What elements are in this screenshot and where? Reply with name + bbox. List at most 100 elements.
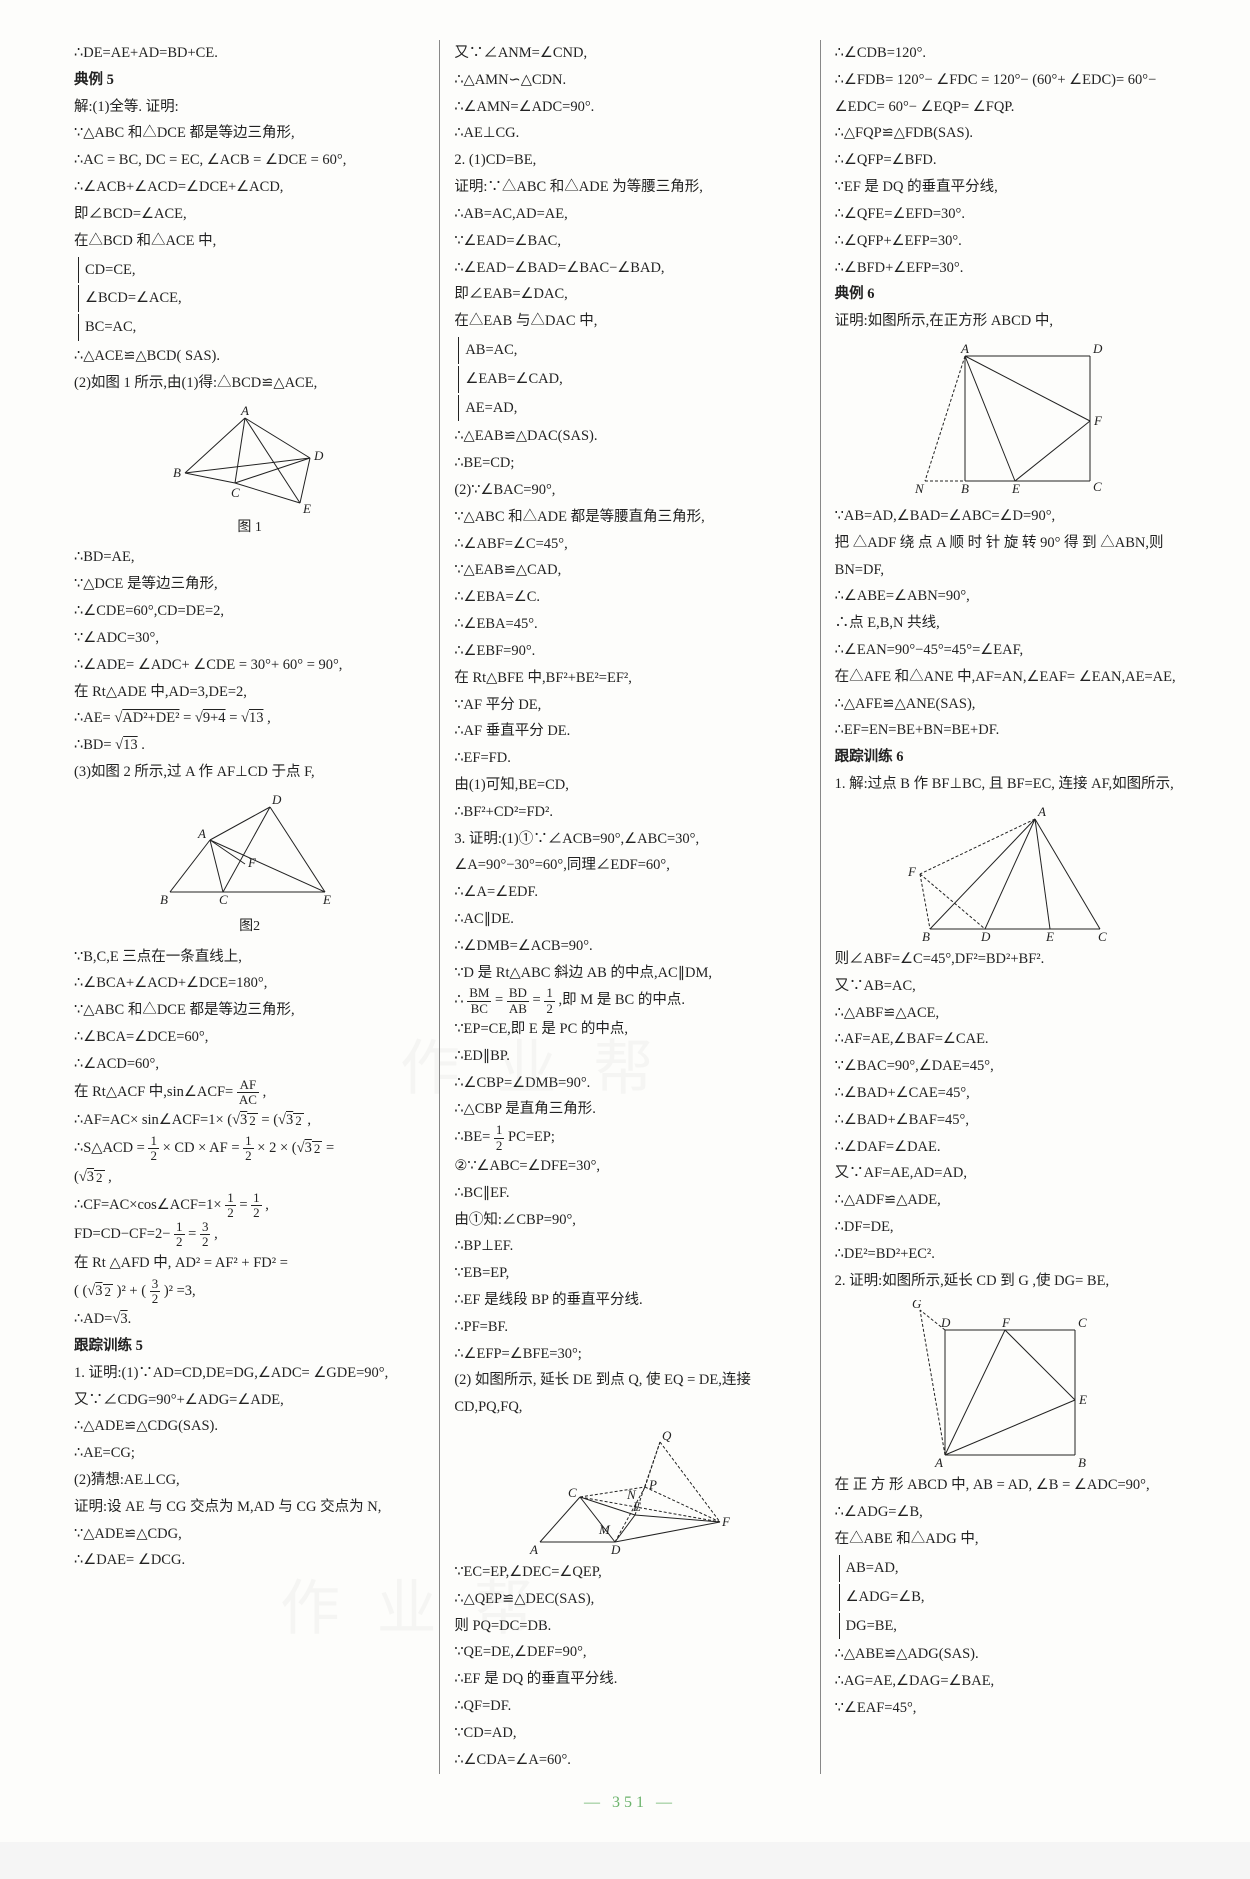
page-number: — 351 —	[60, 1794, 1200, 1812]
text-line: ∴∠ABF=∠C=45°,	[454, 531, 805, 558]
text-line: ∴EF 是线段 BP 的垂直平分线.	[454, 1287, 805, 1314]
text-line: ∴∠QFP+∠EFP=30°.	[835, 228, 1186, 255]
text-line: ∴QF=DF.	[454, 1693, 805, 1720]
text-line: ∴∠EBA=∠C.	[454, 584, 805, 611]
text-line: ∴∠CDE=60°,CD=DE=2,	[74, 598, 425, 625]
text-line: 即∠BCD=∠ACE,	[74, 201, 425, 228]
text-line: (2) 如图所示, 延长 DE 到点 Q, 使 EQ = DE,连接 CD,PQ…	[454, 1367, 805, 1421]
svg-text:C: C	[1098, 929, 1107, 944]
text-line: 把 △ADF 绕 点 A 顺 时 针 旋 转 90° 得 到 △ABN,则 BN…	[835, 530, 1186, 584]
text-line: ∴∠DAF=∠DAE.	[835, 1134, 1186, 1161]
text-line: ∴∠DMB=∠ACB=90°.	[454, 933, 805, 960]
text-line: ∴∠ACB+∠ACD=∠DCE+∠ACD,	[74, 174, 425, 201]
text-line: 则∠ABF=∠C=45°,DF²=BD²+BF².	[835, 946, 1186, 973]
equation-line: AB=AD,	[839, 1555, 1186, 1582]
svg-text:F: F	[1093, 413, 1103, 428]
text-line: ∴∠CDB=120°.	[835, 40, 1186, 67]
text-line: ∵AF 平分 DE,	[454, 692, 805, 719]
text-line: ∠A=90°−30°=60°,同理∠EDF=60°,	[454, 852, 805, 879]
svg-text:A: A	[197, 826, 206, 841]
text-line: 在 Rt △AFD 中, AD² = AF² + FD² =	[74, 1250, 425, 1277]
text-line: 证明:∵△ABC 和△ADE 为等腰三角形,	[454, 174, 805, 201]
svg-text:D: D	[940, 1315, 951, 1330]
text-line: ∵B,C,E 三点在一条直线上,	[74, 944, 425, 971]
svg-text:E: E	[302, 501, 311, 513]
text-line: ∴∠QFE=∠EFD=30°.	[835, 201, 1186, 228]
text-line: ∴ED∥BP.	[454, 1043, 805, 1070]
text-line: (2)如图 1 所示,由(1)得:△BCD≌△ACE,	[74, 370, 425, 397]
text-line: ∴∠QFP=∠BFD.	[835, 147, 1186, 174]
text-line: (2)∵∠BAC=90°,	[454, 477, 805, 504]
text-line: 证明:设 AE 与 CG 交点为 M,AD 与 CG 交点为 N,	[74, 1494, 425, 1521]
text-line: ∴∠AMN=∠ADC=90°.	[454, 94, 805, 121]
equation-line: CD=CE,	[78, 257, 425, 284]
text-line: 即∠EAB=∠DAC,	[454, 281, 805, 308]
text-line: ∴BE= 12 PC=EP;	[454, 1123, 805, 1153]
figure-5: BDECAF	[835, 804, 1186, 944]
text-line: ∴AC = BC, DC = EC, ∠ACB = ∠DCE = 60°,	[74, 147, 425, 174]
svg-text:B: B	[1078, 1455, 1086, 1470]
text-line: ∴AB=AC,AD=AE,	[454, 201, 805, 228]
figure-2-caption: 图2	[74, 914, 425, 940]
text-line: ∴PF=BF.	[454, 1314, 805, 1341]
text-line: ∴BP⊥EF.	[454, 1233, 805, 1260]
text-line: ∴∠DAE= ∠DCG.	[74, 1547, 425, 1574]
text-line: ∵EP=CE,即 E 是 PC 的中点,	[454, 1016, 805, 1043]
svg-text:E: E	[1011, 481, 1020, 496]
text-line: ∴∠ACD=60°,	[74, 1051, 425, 1078]
section-title: 典例 6	[835, 281, 1186, 308]
svg-text:F: F	[907, 864, 917, 879]
svg-text:A: A	[934, 1455, 943, 1470]
text-line: (√32 ,	[74, 1164, 425, 1191]
svg-text:A: A	[960, 341, 969, 356]
svg-text:F: F	[247, 855, 257, 870]
svg-text:D: D	[271, 792, 282, 807]
text-line: ∴△AFE≌△ANE(SAS),	[835, 691, 1186, 718]
text-line: (2)猜想:AE⊥CG,	[74, 1467, 425, 1494]
text-line: ∴CF=AC×cos∠ACF=1× 12 = 12 ,	[74, 1191, 425, 1221]
text-line: ∵QE=DE,∠DEF=90°,	[454, 1639, 805, 1666]
text-line: ∵△EAB≌△CAD,	[454, 557, 805, 584]
equation-line: BC=AC,	[78, 314, 425, 341]
text-line: ∴BD= √13 .	[74, 732, 425, 759]
text-line: ∴∠BCA+∠ACD+∠DCE=180°,	[74, 970, 425, 997]
text-line: 又∵AF=AE,AD=AD,	[835, 1160, 1186, 1187]
text-line: ∴∠CBP=∠DMB=90°.	[454, 1070, 805, 1097]
svg-text:E: E	[1078, 1392, 1087, 1407]
svg-text:E: E	[1045, 929, 1054, 944]
text-line: ∴△CBP 是直角三角形.	[454, 1096, 805, 1123]
text-line: 在△EAB 与△DAC 中,	[454, 308, 805, 335]
text-line: ∴△ADF≌△ADE,	[835, 1187, 1186, 1214]
text-line: 1. 解:过点 B 作 BF⊥BC, 且 BF=EC, 连接 AF,如图所示,	[835, 771, 1186, 798]
text-line: ∴AD=√3.	[74, 1306, 425, 1333]
figure-4: ADCBEFN	[835, 341, 1186, 501]
text-line: ∴AG=AE,∠DAG=∠BAE,	[835, 1668, 1186, 1695]
equation-line: ∠BCD=∠ACE,	[78, 285, 425, 312]
text-line: 由①知:∠CBP=90°,	[454, 1207, 805, 1234]
text-line: ∴△ABE≌△ADG(SAS).	[835, 1641, 1186, 1668]
text-line: ∴BD=AE,	[74, 544, 425, 571]
text-line: ∵∠EAF=45°,	[835, 1695, 1186, 1722]
text-line: 在 正 方 形 ABCD 中, AB = AD, ∠B = ∠ADC=90°,	[835, 1472, 1186, 1499]
svg-text:F: F	[721, 1514, 731, 1529]
text-line: 在△BCD 和△ACE 中,	[74, 228, 425, 255]
text-line: 由(1)可知,BE=CD,	[454, 772, 805, 799]
text-line: ∴AE⊥CG.	[454, 120, 805, 147]
equation-line: AB=AC,	[458, 337, 805, 364]
text-line: ∵CD=AD,	[454, 1720, 805, 1747]
text-line: 1. 证明:(1)∵AD=CD,DE=DG,∠ADC= ∠GDE=90°,	[74, 1360, 425, 1387]
text-line: ∵∠BAC=90°,∠DAE=45°,	[835, 1053, 1186, 1080]
text-line: ∵△DCE 是等边三角形,	[74, 571, 425, 598]
section-title: 跟踪训练 5	[74, 1333, 425, 1360]
svg-text:C: C	[219, 892, 228, 907]
text-line: 又∵∠CDG=90°+∠ADG=∠ADE,	[74, 1387, 425, 1414]
text-line: ∴∠BAD+∠CAE=45°,	[835, 1080, 1186, 1107]
text-line: ∴AC∥DE.	[454, 906, 805, 933]
column-3: ∴∠CDB=120°.∴∠FDB= 120°− ∠FDC = 120°− (60…	[820, 40, 1200, 1774]
figure-3: ADFCEQPMN	[454, 1427, 805, 1557]
text-line: ∴∠EAD−∠BAD=∠BAC−∠BAD,	[454, 255, 805, 282]
svg-text:B: B	[173, 465, 181, 480]
text-line: ∵EF 是 DQ 的垂直平分线,	[835, 174, 1186, 201]
text-line: ∵D 是 Rt△ABC 斜边 AB 的中点,AC∥DM,	[454, 960, 805, 987]
text-line: ∵∠EAD=∠BAC,	[454, 228, 805, 255]
